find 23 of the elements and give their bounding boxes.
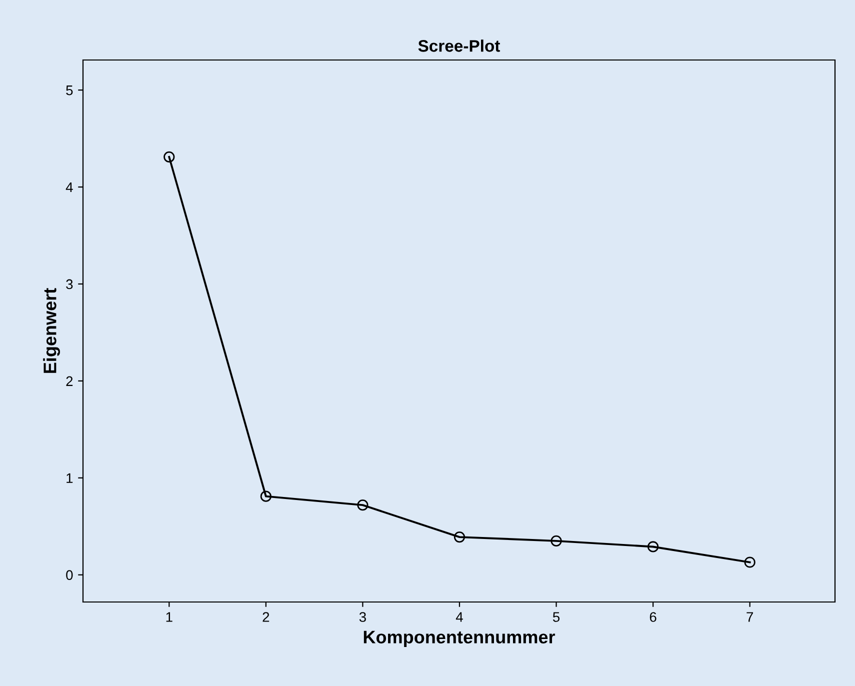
y-axis-title: Eigenwert: [43, 288, 60, 373]
y-tick-label: 3: [66, 279, 73, 290]
x-tick-label: 5: [552, 612, 560, 622]
point: [647, 541, 659, 552]
y-tick-label: 5: [66, 86, 73, 96]
x-tick-label: 2: [262, 612, 270, 622]
x-tick-label: 4: [456, 612, 463, 622]
point: [357, 499, 368, 511]
y-tick-label: 2: [66, 376, 73, 386]
chart-title: Scree-Plot: [418, 40, 500, 52]
x-tick-label: 1: [166, 612, 172, 622]
point: [454, 531, 466, 543]
point: [744, 556, 756, 568]
x-axis-title: Komponentennummer: [364, 630, 556, 648]
x-tick-label: 3: [359, 612, 366, 622]
point: [550, 535, 562, 546]
x-tick-label: 6: [650, 612, 656, 622]
y-tick-label: 4: [66, 182, 73, 192]
y-tick-label: 1: [66, 473, 73, 483]
point: [260, 490, 272, 502]
y-tick-label: 0: [66, 570, 73, 580]
x-tick-label: 7: [746, 612, 753, 622]
point: [164, 151, 175, 163]
